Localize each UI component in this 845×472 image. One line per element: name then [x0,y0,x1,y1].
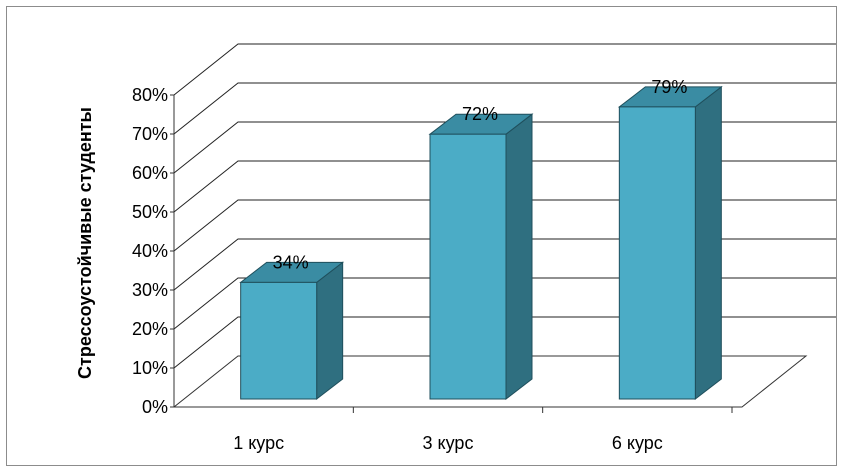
gridline [173,82,836,135]
y-tick-label: 0% [142,397,168,417]
data-labels: 34% 72% 79% [273,77,688,272]
y-tick-labels: 0% 10% 20% 30% 40% 50% 60% 70% 80% [132,85,168,417]
y-tick-label: 60% [132,163,168,183]
x-tick-label: 3 курс [423,433,474,453]
x-tick-label: 1 курс [233,433,284,453]
gridline [173,43,836,96]
y-tick-label: 20% [132,319,168,339]
bar-front [240,281,318,400]
y-tick-label: 40% [132,241,168,261]
y-axis-title: Стрессоустойчивые студенты [75,107,95,379]
bar-chart: 0% 10% 20% 30% 40% 50% 60% 70% 80% 34% 72% 79% 1 к… [75,43,836,453]
bar-side [316,261,344,401]
y-tick-label: 70% [132,124,168,144]
bars [239,85,723,401]
y-tick-label: 80% [132,85,168,105]
bar-side [694,85,722,401]
bar-front [618,106,696,400]
bar [239,261,345,401]
y-tick-label: 50% [132,202,168,222]
bar [428,113,534,401]
gridlines [173,43,836,369]
bar-front [429,133,507,400]
bar-side [505,113,533,401]
data-label: 79% [651,77,687,97]
data-label: 34% [273,252,309,272]
y-tick-label: 30% [132,280,168,300]
category-labels: 1 курс 3 курс 6 курс [233,433,663,453]
x-tick-label: 6 курс [612,433,663,453]
y-tick-label: 10% [132,358,168,378]
bar [617,85,723,401]
axes [170,94,808,413]
chart-frame: 0% 10% 20% 30% 40% 50% 60% 70% 80% 34% 72% 79% 1 к… [6,6,837,466]
data-label: 72% [462,104,498,124]
